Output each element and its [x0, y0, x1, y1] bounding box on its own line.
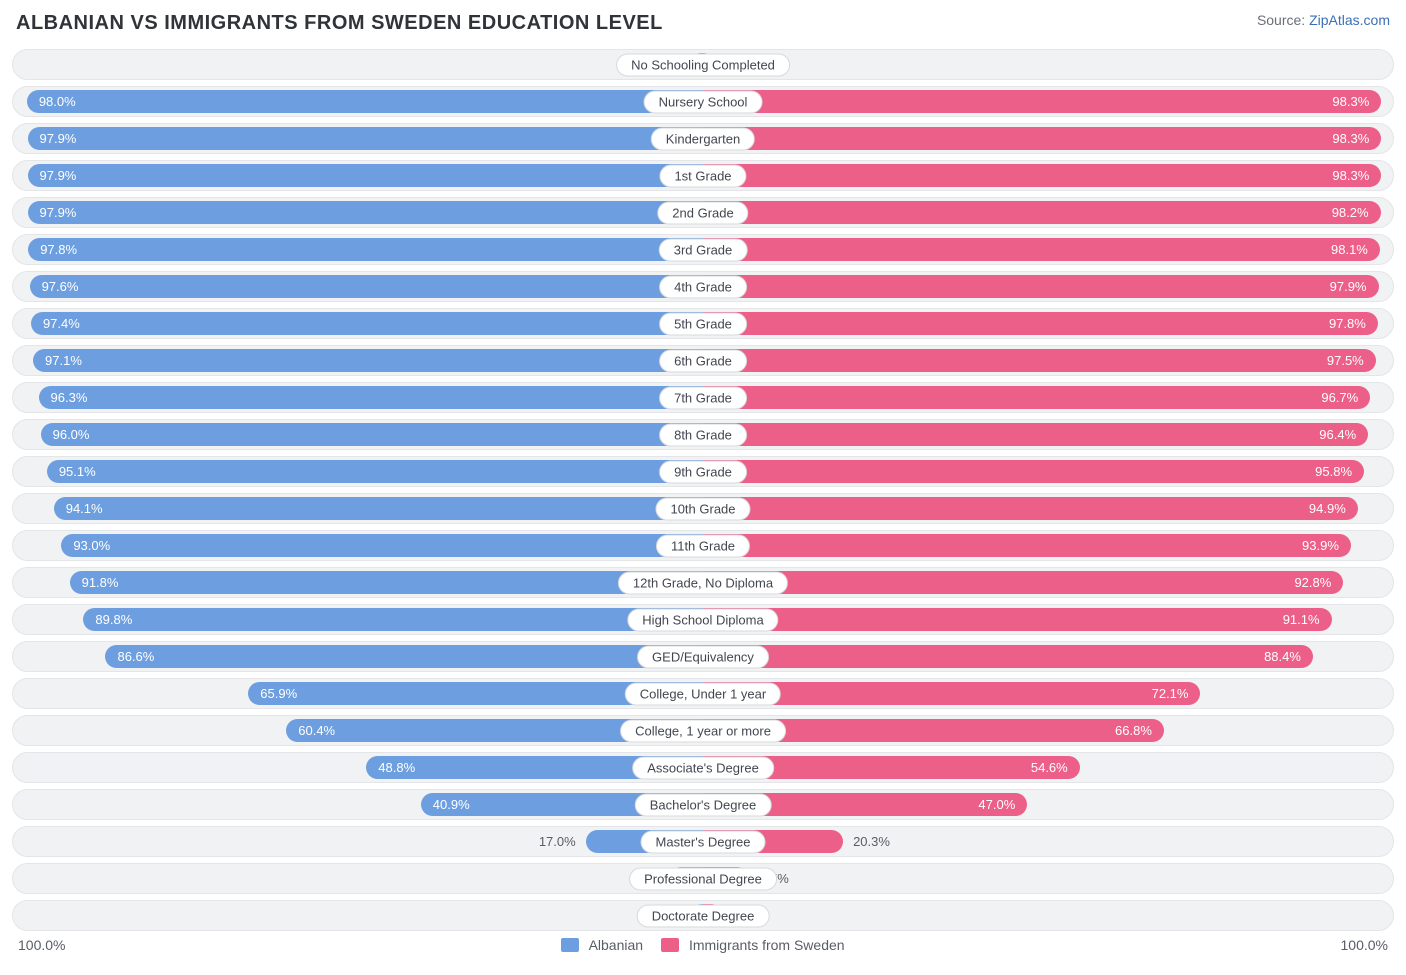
source-label: Source: [1257, 12, 1305, 28]
bar-right: 92.8% [703, 571, 1343, 594]
bar-row: 89.8%91.1%High School Diploma [12, 604, 1394, 635]
bar-row: 2.1%1.7%No Schooling Completed [12, 49, 1394, 80]
row-category-pill: 11th Grade [656, 534, 750, 557]
row-category-pill: Doctorate Degree [637, 904, 770, 927]
bar-right: 94.9% [703, 497, 1358, 520]
bar-right: 95.8% [703, 460, 1364, 483]
bar-right: 97.5% [703, 349, 1376, 372]
bar-right: 98.2% [703, 201, 1381, 224]
row-category-pill: 1st Grade [659, 164, 746, 187]
row-category-pill: No Schooling Completed [616, 53, 790, 76]
bar-row: 97.8%98.1%3rd Grade [12, 234, 1394, 265]
legend-label-right: Immigrants from Sweden [689, 937, 845, 953]
bar-row: 86.6%88.4%GED/Equivalency [12, 641, 1394, 672]
axis-left-max: 100.0% [18, 937, 65, 953]
row-category-pill: 12th Grade, No Diploma [618, 571, 788, 594]
bar-right: 96.7% [703, 386, 1370, 409]
bar-left: 93.0% [61, 534, 703, 557]
bar-right: 98.1% [703, 238, 1380, 261]
bar-row: 97.9%98.3%1st Grade [12, 160, 1394, 191]
bar-row: 96.3%96.7%7th Grade [12, 382, 1394, 413]
row-category-pill: 5th Grade [659, 312, 747, 335]
row-category-pill: Professional Degree [629, 867, 777, 890]
bar-row: 97.9%98.3%Kindergarten [12, 123, 1394, 154]
source-link[interactable]: ZipAtlas.com [1309, 12, 1390, 28]
bar-left: 97.4% [31, 312, 703, 335]
bar-row: 97.6%97.9%4th Grade [12, 271, 1394, 302]
axis-row: 100.0% Albanian Immigrants from Sweden 1… [12, 937, 1394, 953]
bar-left: 97.8% [28, 238, 703, 261]
bar-row: 65.9%72.1%College, Under 1 year [12, 678, 1394, 709]
row-category-pill: 8th Grade [659, 423, 747, 446]
bar-left: 97.9% [28, 127, 704, 150]
diverging-bar-chart: 2.1%1.7%No Schooling Completed98.0%98.3%… [12, 49, 1394, 931]
row-category-pill: 7th Grade [659, 386, 747, 409]
bar-left: 97.9% [28, 201, 704, 224]
bar-left: 91.8% [70, 571, 703, 594]
bar-row: 98.0%98.3%Nursery School [12, 86, 1394, 117]
bar-row: 93.0%93.9%11th Grade [12, 530, 1394, 561]
bar-row: 94.1%94.9%10th Grade [12, 493, 1394, 524]
legend-swatch-right [661, 938, 679, 952]
bar-right: 91.1% [703, 608, 1332, 631]
legend-item-right: Immigrants from Sweden [661, 937, 845, 953]
legend: Albanian Immigrants from Sweden [561, 937, 844, 953]
bar-row: 48.8%54.6%Associate's Degree [12, 752, 1394, 783]
chart-header: ALBANIAN VS IMMIGRANTS FROM SWEDEN EDUCA… [12, 12, 1394, 35]
row-category-pill: Associate's Degree [632, 756, 774, 779]
bar-row: 17.0% 20.3% Master's Degree [12, 826, 1394, 857]
row-category-pill: 3rd Grade [659, 238, 748, 261]
chart-source: Source: ZipAtlas.com [1257, 12, 1390, 28]
row-category-pill: Nursery School [644, 90, 763, 113]
legend-label-left: Albanian [589, 937, 644, 953]
bar-right: 93.9% [703, 534, 1351, 557]
bar-row: 95.1%95.8%9th Grade [12, 456, 1394, 487]
chart-title: ALBANIAN VS IMMIGRANTS FROM SWEDEN EDUCA… [16, 12, 663, 35]
bar-right: 96.4% [703, 423, 1368, 446]
bar-left: 94.1% [54, 497, 703, 520]
bar-right: 98.3% [703, 127, 1381, 150]
row-category-pill: College, Under 1 year [625, 682, 781, 705]
bar-left: 95.1% [47, 460, 703, 483]
bar-right: 88.4% [703, 645, 1313, 668]
bar-left: 98.0% [27, 90, 703, 113]
bar-left: 96.0% [41, 423, 703, 446]
bar-row: 91.8%92.8%12th Grade, No Diploma [12, 567, 1394, 598]
row-category-pill: GED/Equivalency [637, 645, 769, 668]
bar-row: 97.1%97.5%6th Grade [12, 345, 1394, 376]
axis-right-max: 100.0% [1341, 937, 1388, 953]
row-category-pill: 2nd Grade [657, 201, 748, 224]
row-category-pill: High School Diploma [627, 608, 778, 631]
row-category-pill: College, 1 year or more [620, 719, 786, 742]
row-category-pill: Bachelor's Degree [635, 793, 772, 816]
bar-right: 97.8% [703, 312, 1378, 335]
row-category-pill: Master's Degree [641, 830, 766, 853]
bar-left: 97.9% [28, 164, 704, 187]
row-category-pill: 4th Grade [659, 275, 747, 298]
row-category-pill: Kindergarten [651, 127, 755, 150]
row-category-pill: 9th Grade [659, 460, 747, 483]
bar-left: 86.6% [105, 645, 703, 668]
bar-left-value: 17.0% [539, 827, 576, 856]
bar-row: 1.9%2.9%Doctorate Degree [12, 900, 1394, 931]
bar-row: 40.9%47.0%Bachelor's Degree [12, 789, 1394, 820]
bar-row: 96.0%96.4%8th Grade [12, 419, 1394, 450]
bar-left: 96.3% [39, 386, 703, 409]
row-category-pill: 10th Grade [655, 497, 750, 520]
row-category-pill: 6th Grade [659, 349, 747, 372]
bar-row: 60.4%66.8%College, 1 year or more [12, 715, 1394, 746]
bar-right: 97.9% [703, 275, 1379, 298]
bar-left: 89.8% [83, 608, 703, 631]
bar-row: 4.9%6.7%Professional Degree [12, 863, 1394, 894]
legend-swatch-left [561, 938, 579, 952]
bar-right: 98.3% [703, 90, 1381, 113]
bar-left: 97.1% [33, 349, 703, 372]
bar-right: 98.3% [703, 164, 1381, 187]
bar-row: 97.4%97.8%5th Grade [12, 308, 1394, 339]
legend-item-left: Albanian [561, 937, 643, 953]
bar-right-value: 20.3% [853, 827, 890, 856]
bar-row: 97.9%98.2%2nd Grade [12, 197, 1394, 228]
bar-left: 97.6% [30, 275, 703, 298]
